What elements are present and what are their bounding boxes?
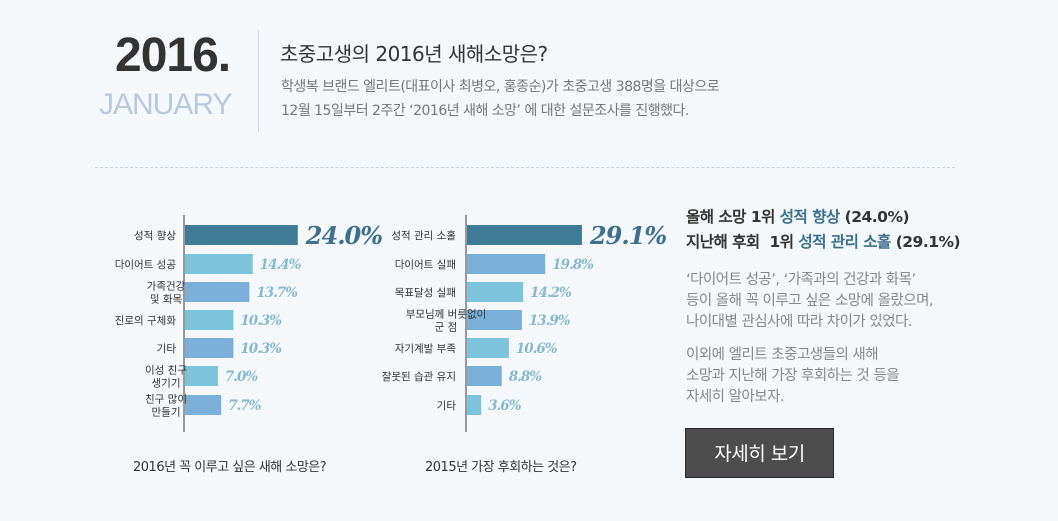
bar — [185, 254, 253, 274]
category-label: 생기기 — [152, 378, 181, 390]
intro-line-1: 학생복 브랜드 엘리트(대표이사 최병오, 홍종순)가 초중고생 388명을 대… — [281, 79, 720, 95]
category-label: 만들기 — [152, 407, 181, 419]
dashed-divider — [95, 167, 955, 168]
chart-title-left: 2016년 꼭 이루고 싶은 새해 소망은? — [133, 460, 327, 475]
data-label: 13.9% — [529, 313, 571, 329]
bar — [185, 338, 234, 358]
bar — [467, 366, 502, 386]
summary-text: 등이 올해 꼭 이루고 싶은 소망에 올랐으며, — [686, 293, 934, 309]
summary-line-1: 올해 소망 1위 성적 향상 (24.0%) — [686, 208, 910, 226]
data-label: 8.8% — [509, 369, 542, 385]
summary-paragraph-1: ‘다이어트 성공’, ‘가족과의 건강과 화목’ 등이 올해 꼭 이루고 싶은 … — [686, 270, 934, 333]
summary-text: 나이대별 관심사에 따라 차이가 있었다. — [686, 314, 912, 330]
category-label: 가족건강 — [147, 281, 186, 293]
bar — [467, 254, 546, 274]
header-divider — [258, 30, 259, 132]
data-label: 24.0% — [305, 221, 382, 250]
intro-text: 학생복 브랜드 엘리트(대표이사 최병오, 홍종순)가 초중고생 388명을 대… — [281, 75, 720, 123]
view-details-button[interactable]: 자세히 보기 — [685, 428, 834, 478]
intro-line-2: 12월 15일부터 2주간 ‘2016년 새해 소망’ 에 대한 설문조사를 진… — [281, 103, 689, 119]
bar — [185, 366, 218, 386]
data-label: 19.8% — [552, 257, 594, 273]
category-label: 목표달성 실패 — [395, 287, 456, 299]
data-label: 10.6% — [516, 341, 558, 357]
category-label: 이성 친구 — [145, 365, 187, 377]
chart-title-right: 2015년 가장 후회하는 것은? — [425, 460, 577, 475]
summary-paragraph-2: 이외에 엘리트 초중고생들의 새해 소망과 지난해 가장 후회하는 것 등을 자… — [686, 345, 900, 408]
summary-line-2: 지난해 후회 1위 성적 관리 소홀 (29.1%) — [686, 233, 961, 251]
bar — [467, 282, 524, 302]
category-label: 다이어트 성공 — [115, 259, 177, 271]
bar — [185, 225, 298, 245]
summary-text: 자세히 알아보자. — [686, 389, 785, 405]
data-label: 14.2% — [530, 285, 572, 301]
category-label: 성적 향상 — [134, 230, 176, 242]
data-label: 10.3% — [240, 313, 282, 329]
month-label: JANUARY — [99, 88, 232, 121]
category-label: 자기계발 부족 — [395, 343, 457, 355]
bar — [467, 395, 482, 415]
category-label: 친구 많이 — [145, 394, 187, 406]
bar — [185, 395, 222, 415]
data-label: 3.6% — [488, 398, 521, 414]
data-label: 10.3% — [240, 341, 282, 357]
data-label: 29.1% — [589, 221, 666, 250]
category-label: 군 점 — [435, 322, 458, 334]
category-label: 잘못된 습관 유지 — [382, 371, 456, 383]
category-label: 기타 — [157, 343, 177, 355]
page-title: 초중고생의 2016년 새해소망은? — [280, 42, 548, 66]
bar — [185, 310, 234, 330]
summary-headline: 올해 소망 1위 성적 향상 (24.0%) 지난해 후회 1위 성적 관리 소… — [686, 205, 961, 255]
category-label: 성적 관리 소홀 — [391, 229, 456, 242]
data-label: 14.4% — [260, 257, 302, 273]
data-label: 7.7% — [228, 398, 261, 414]
data-label: 13.7% — [256, 285, 298, 301]
category-label: 진로의 구체화 — [115, 315, 177, 327]
summary-text: 소망과 지난해 가장 후회하는 것 등을 — [686, 368, 900, 384]
year-label: 2016. — [115, 29, 231, 82]
bar — [185, 282, 250, 302]
summary-text: 이외에 엘리트 초중고생들의 새해 — [686, 347, 879, 363]
category-label: 기타 — [437, 400, 457, 412]
category-label: 부모님께 버릇없이 — [406, 308, 487, 321]
category-label: 다이어트 실패 — [395, 259, 456, 271]
category-label: 및 화목 — [150, 294, 183, 306]
summary-text: ‘다이어트 성공’, ‘가족과의 건강과 화목’ — [686, 272, 916, 288]
bar — [467, 310, 522, 330]
bar — [467, 225, 582, 245]
bar — [467, 338, 509, 358]
data-label: 7.0% — [225, 369, 258, 385]
